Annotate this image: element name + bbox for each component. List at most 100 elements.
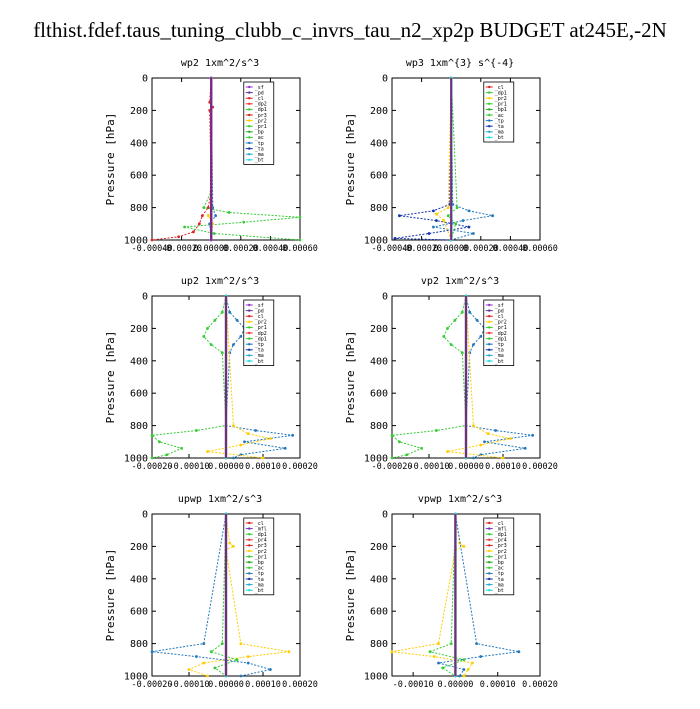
legend-label: _sf (255, 303, 264, 309)
data-point (209, 650, 213, 654)
data-point (232, 424, 235, 427)
data-point (453, 318, 457, 322)
legend-marker (488, 359, 491, 363)
data-point (462, 674, 466, 678)
legend-label: _bp (495, 560, 504, 566)
legend-marker (248, 153, 251, 156)
y-tick-label: 800 (130, 203, 148, 214)
data-point (501, 456, 505, 460)
legend-label: _ma (255, 582, 264, 588)
data-point (214, 214, 218, 218)
legend-marker (488, 125, 491, 128)
y-tick-label: 800 (130, 639, 148, 650)
data-point (428, 650, 432, 654)
data-point (150, 238, 154, 242)
legend-marker (248, 577, 251, 581)
data-point (177, 235, 181, 239)
legend-marker (488, 521, 491, 525)
chart-svg: 0 200 400 600 800 1000-0.00020-0.000100.00000… (104, 292, 318, 473)
legend-label: _ma (495, 353, 504, 359)
data-point (246, 661, 250, 665)
legend-label: _ac (255, 135, 264, 141)
series-line-ta (394, 77, 470, 241)
series-line-tp (433, 77, 493, 241)
y-tick-label: 200 (370, 106, 388, 117)
data-point (212, 232, 216, 235)
legend-marker (248, 113, 251, 117)
data-point (437, 661, 440, 665)
x-tick-label: 0.00040 (492, 244, 528, 254)
y-tick-label: 1000 (124, 672, 148, 683)
legend-marker (248, 589, 251, 592)
x-tick-label: 0.00020 (282, 680, 318, 690)
legend-label: _bt (255, 588, 264, 594)
legend-marker (488, 309, 491, 312)
legend-marker (248, 326, 251, 329)
data-point (494, 429, 497, 432)
legend-label: _pr1 (255, 554, 267, 560)
series-line-pr2 (391, 513, 474, 677)
legend-label: _ta (495, 124, 504, 130)
panel-title: wp2 1xm^2/s^3 (180, 58, 260, 69)
x-tick-label: 0.00020 (522, 462, 558, 472)
legend-label: _bt (495, 359, 504, 365)
y-tick-label: 800 (370, 421, 388, 432)
x-tick-label: 0.00000 (208, 462, 244, 472)
y-tick-label: 1000 (364, 672, 388, 683)
legend-box (243, 81, 275, 165)
data-point (390, 456, 394, 460)
data-point (432, 655, 436, 658)
legend-label: _pr2 (495, 96, 507, 102)
x-tick-label: -0.00020 (372, 462, 413, 472)
data-point (470, 661, 474, 665)
y-tick-label: 400 (130, 138, 148, 149)
legend-label: _tp (495, 571, 504, 577)
y-tick-label: 600 (370, 607, 388, 618)
data-point (460, 351, 464, 355)
figure-title: flthist.fdef.taus_tuning_clubb_c_invrs_t… (33, 18, 667, 42)
legend-label: _pr1 (495, 325, 507, 331)
x-tick-label: -0.00020 (132, 462, 173, 472)
legend-marker (488, 343, 491, 346)
legend-marker (488, 337, 491, 340)
panel-upwp: upwp 1xm^2/s^3 0 200 400 600 800 1000 -0.00020… (100, 494, 340, 704)
y-axis-label: Pressure [hPa] (104, 549, 117, 642)
panel-wp2: wp2 1xm^2/s^3 0 200 400 600 800 1000 -0.00040-… (100, 58, 340, 268)
legend-label: _ta (255, 146, 264, 152)
y-tick-label: 0 (142, 74, 148, 85)
legend-marker (488, 326, 491, 329)
x-tick-label: 0.00020 (463, 244, 499, 254)
legend-label: _tp (495, 342, 504, 348)
legend-marker (488, 136, 491, 139)
x-tick-label: -0.00040 (372, 244, 413, 254)
y-tick-label: 400 (370, 356, 388, 367)
x-tick-label: -0.00010 (409, 462, 450, 472)
data-point (239, 335, 243, 338)
data-point (390, 433, 394, 437)
x-tick-label: 0.00010 (245, 680, 281, 690)
y-tick-label: 200 (130, 106, 148, 117)
legend-marker (248, 91, 251, 94)
data-point (298, 215, 302, 219)
x-tick-label: 0.00020 (522, 680, 558, 690)
x-tick-label: -0.00020 (161, 244, 202, 254)
legend-label: _pr1 (495, 102, 507, 108)
chart-svg: 0 200 400 600 800 1000-0.00020-0.000100.00000… (104, 510, 318, 691)
data-point (261, 456, 265, 460)
data-point (246, 432, 250, 436)
y-tick-label: 400 (370, 138, 388, 149)
x-tick-label: 0.00010 (485, 462, 521, 472)
legend-label: _pd (495, 308, 504, 314)
legend-label: _ac (495, 566, 504, 572)
data-point (475, 642, 478, 645)
legend-marker (488, 331, 491, 335)
legend-marker (248, 572, 251, 575)
legend-marker (248, 303, 251, 307)
x-tick-label: -0.00010 (169, 462, 210, 472)
legend-label: _pr2 (255, 118, 267, 124)
legend-marker (488, 533, 491, 536)
legend-label: _bt (255, 158, 264, 164)
data-point (446, 214, 450, 218)
y-tick-label: 800 (130, 421, 148, 432)
legend-marker (248, 119, 251, 122)
